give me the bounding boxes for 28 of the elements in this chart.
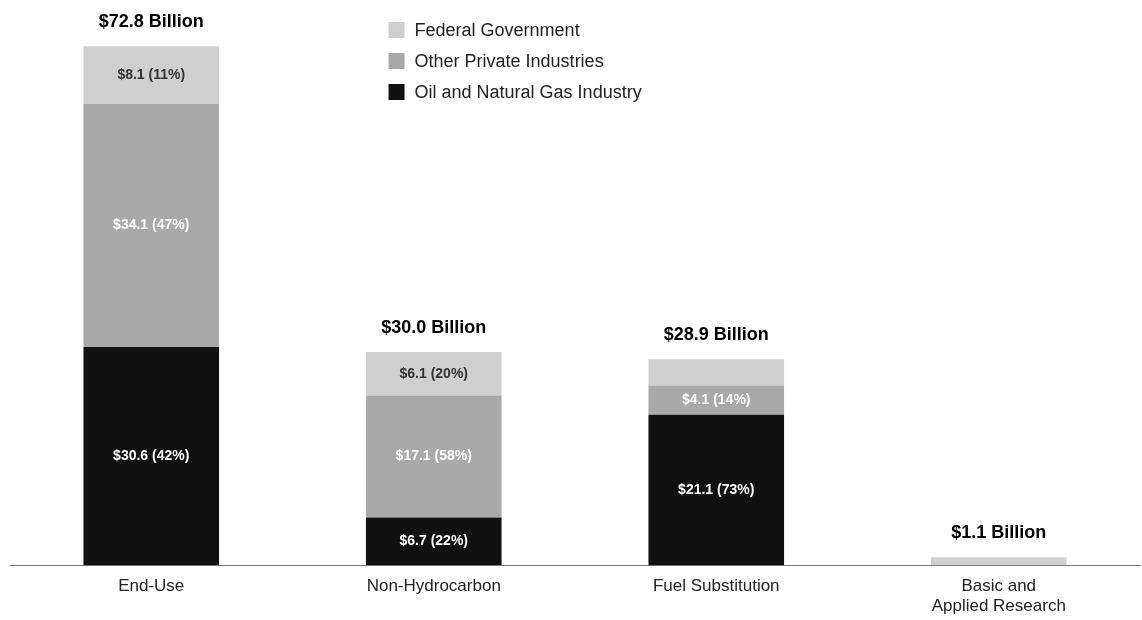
bar	[83, 46, 220, 105]
total-label: $30.0 Billion	[381, 317, 487, 338]
data-label: $6.1 (20%)	[399, 364, 468, 381]
data-label: $4.1 (14%)	[682, 391, 751, 408]
x-tick-label: Fuel Substitution	[652, 576, 780, 596]
data-label: $17.1 (58%)	[395, 447, 472, 464]
bar	[648, 414, 785, 566]
legend-label: Oil and Natural Gas Industry	[414, 81, 642, 102]
total-label: $28.9 Billion	[663, 324, 769, 345]
data-label: $6.7 (22%)	[399, 532, 468, 549]
total-label: $1.1 Billion	[951, 522, 1047, 543]
x-tick-label: Non-Hydrocarbon	[366, 576, 501, 596]
data-label: $21.1 (73%)	[678, 480, 755, 497]
data-label: $8.1 (11%)	[117, 66, 186, 83]
x-tick-label: Basic and Applied Research	[931, 576, 1066, 616]
data-label: $34.1 (47%)	[113, 216, 190, 233]
x-tick-label: End-Use	[118, 576, 185, 596]
bar	[83, 347, 220, 566]
legend-label: Other Private Industries	[414, 50, 604, 71]
data-label: $30.6 (42%)	[113, 447, 190, 464]
total-label: $72.8 Billion	[98, 11, 204, 32]
bar	[648, 359, 785, 386]
legend-label: Federal Government	[414, 19, 580, 40]
bar	[83, 104, 220, 348]
bar	[365, 517, 502, 566]
bar	[365, 395, 502, 518]
bar	[365, 352, 502, 396]
bar	[930, 557, 1067, 566]
